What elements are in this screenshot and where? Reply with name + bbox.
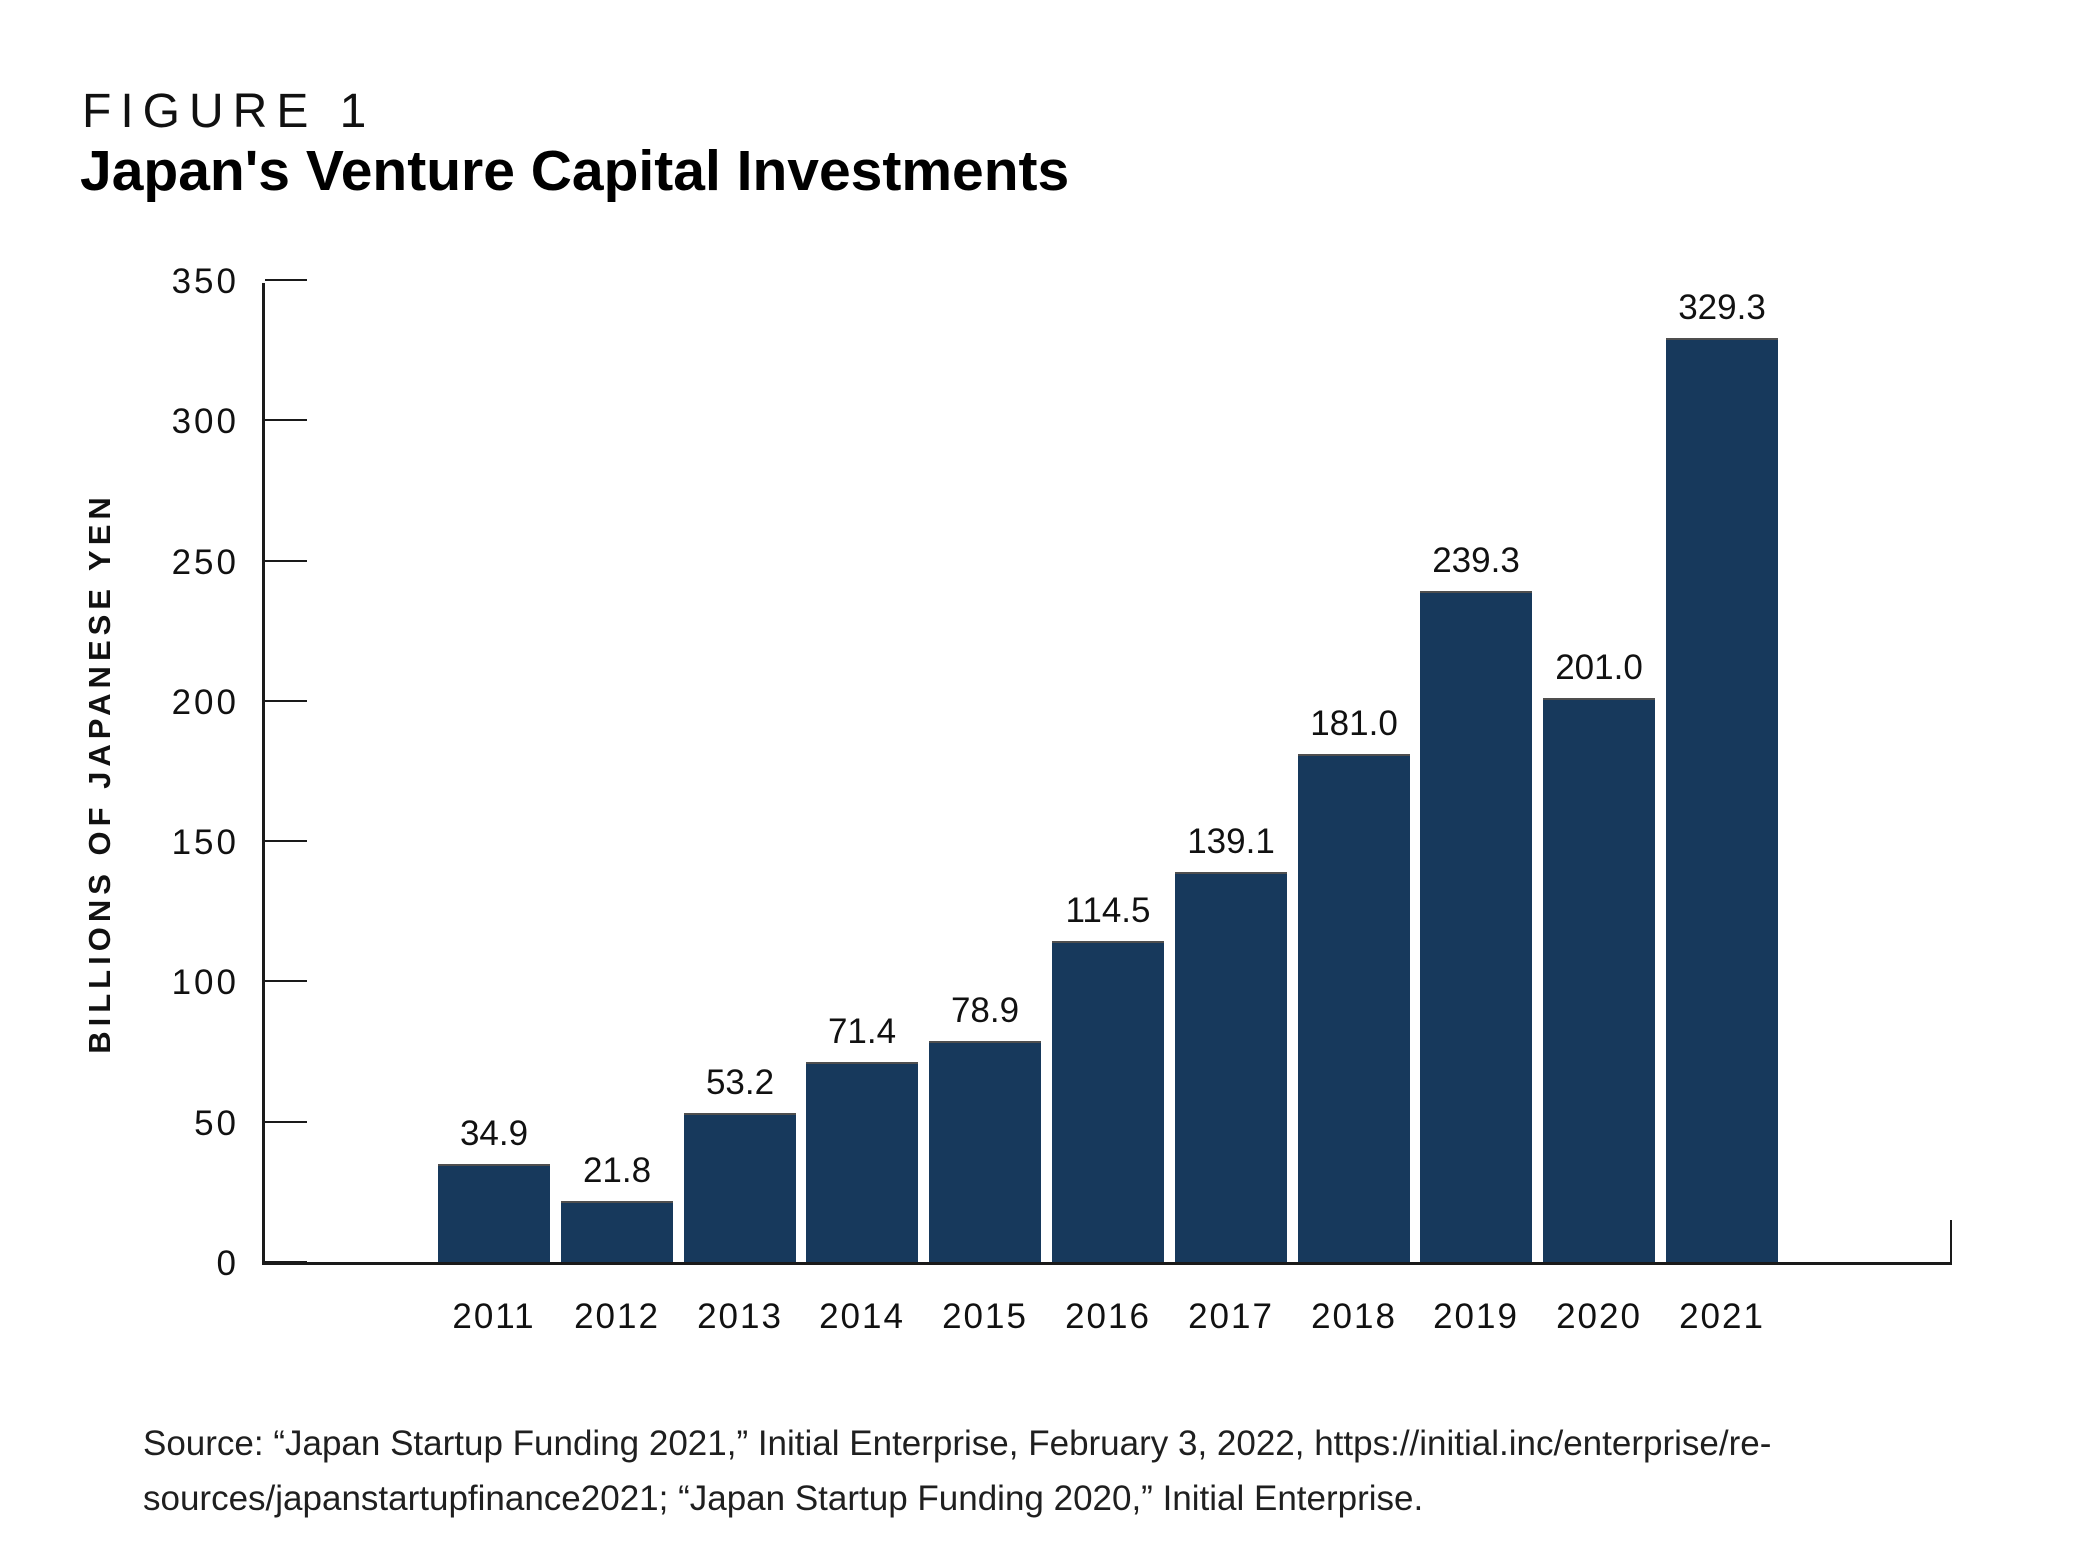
y-tick-label-200: 200 [171, 683, 239, 722]
x-tick-label-2016: 2016 [1065, 1297, 1151, 1336]
y-tick-label-250: 250 [171, 543, 239, 582]
x-tick-label-2021: 2021 [1679, 1297, 1765, 1336]
x-tick-label-2020: 2020 [1556, 1297, 1642, 1336]
source-line-2: sources/japanstartupfinance2021; “Japan … [143, 1479, 1424, 1518]
bar-value-label-2014: 71.4 [827, 1012, 897, 1051]
bar-value-label-2012: 21.8 [582, 1151, 652, 1190]
x-axis-end-tick [1950, 1220, 1952, 1262]
source-note: Source: “Japan Startup Funding 2021,” In… [143, 1416, 1771, 1526]
source-line-1: Source: “Japan Startup Funding 2021,” In… [143, 1424, 1772, 1463]
y-tick-label-0: 0 [216, 1244, 239, 1283]
x-tick-label-2019: 2019 [1433, 1297, 1519, 1336]
bar-2013 [684, 1113, 796, 1262]
y-tick-line-100 [265, 980, 307, 982]
bar-value-label-2019: 239.3 [1432, 541, 1520, 580]
bar-2012 [561, 1201, 673, 1262]
bar-2020 [1543, 698, 1655, 1262]
bar-2018 [1298, 754, 1410, 1262]
x-tick-label-2012: 2012 [574, 1297, 660, 1336]
bar-value-label-2020: 201.0 [1555, 648, 1643, 687]
x-tick-label-2018: 2018 [1311, 1297, 1397, 1336]
y-tick-line-150 [265, 840, 307, 842]
plot-area: BILLIONS OF JAPANESE YEN 0 50 100 150 200 250… [82, 262, 1952, 1336]
y-tick-line-50 [265, 1121, 307, 1123]
bar-2014 [806, 1062, 918, 1262]
y-tick-line-200 [265, 700, 307, 702]
figure-title: Japan's Venture Capital Investments [80, 139, 1070, 203]
bar-value-label-2015: 78.9 [950, 991, 1020, 1030]
y-tick-label-50: 50 [194, 1104, 239, 1143]
y-tick-line-0 [265, 1261, 307, 1263]
y-tick-label-150: 150 [171, 823, 239, 862]
x-tick-label-2011: 2011 [452, 1297, 536, 1336]
bar-value-label-2017: 139.1 [1187, 822, 1275, 861]
bar-2011 [438, 1164, 550, 1262]
bar-value-label-2018: 181.0 [1310, 704, 1398, 743]
y-tick-line-350 [265, 279, 307, 281]
bar-value-label-2021: 329.3 [1678, 288, 1766, 327]
bar-value-label-2011: 34.9 [459, 1114, 529, 1153]
y-tick-line-300 [265, 419, 307, 421]
x-tick-label-2014: 2014 [819, 1297, 905, 1336]
y-tick-label-100: 100 [171, 963, 239, 1002]
x-tick-label-2013: 2013 [697, 1297, 783, 1336]
y-tick-label-350: 350 [171, 262, 239, 301]
x-tick-label-2015: 2015 [942, 1297, 1028, 1336]
y-tick-label-300: 300 [171, 402, 239, 441]
bar-2016 [1052, 941, 1164, 1262]
bar-2021 [1666, 338, 1778, 1262]
x-tick-label-2017: 2017 [1188, 1297, 1274, 1336]
figure-label: FIGURE 1 [82, 85, 376, 138]
bar-2017 [1175, 872, 1287, 1262]
bar-value-label-2016: 114.5 [1065, 891, 1151, 930]
y-tick-line-250 [265, 560, 307, 562]
bar-value-label-2013: 53.2 [705, 1063, 775, 1102]
bar-2019 [1420, 591, 1532, 1262]
bar-2015 [929, 1041, 1041, 1262]
